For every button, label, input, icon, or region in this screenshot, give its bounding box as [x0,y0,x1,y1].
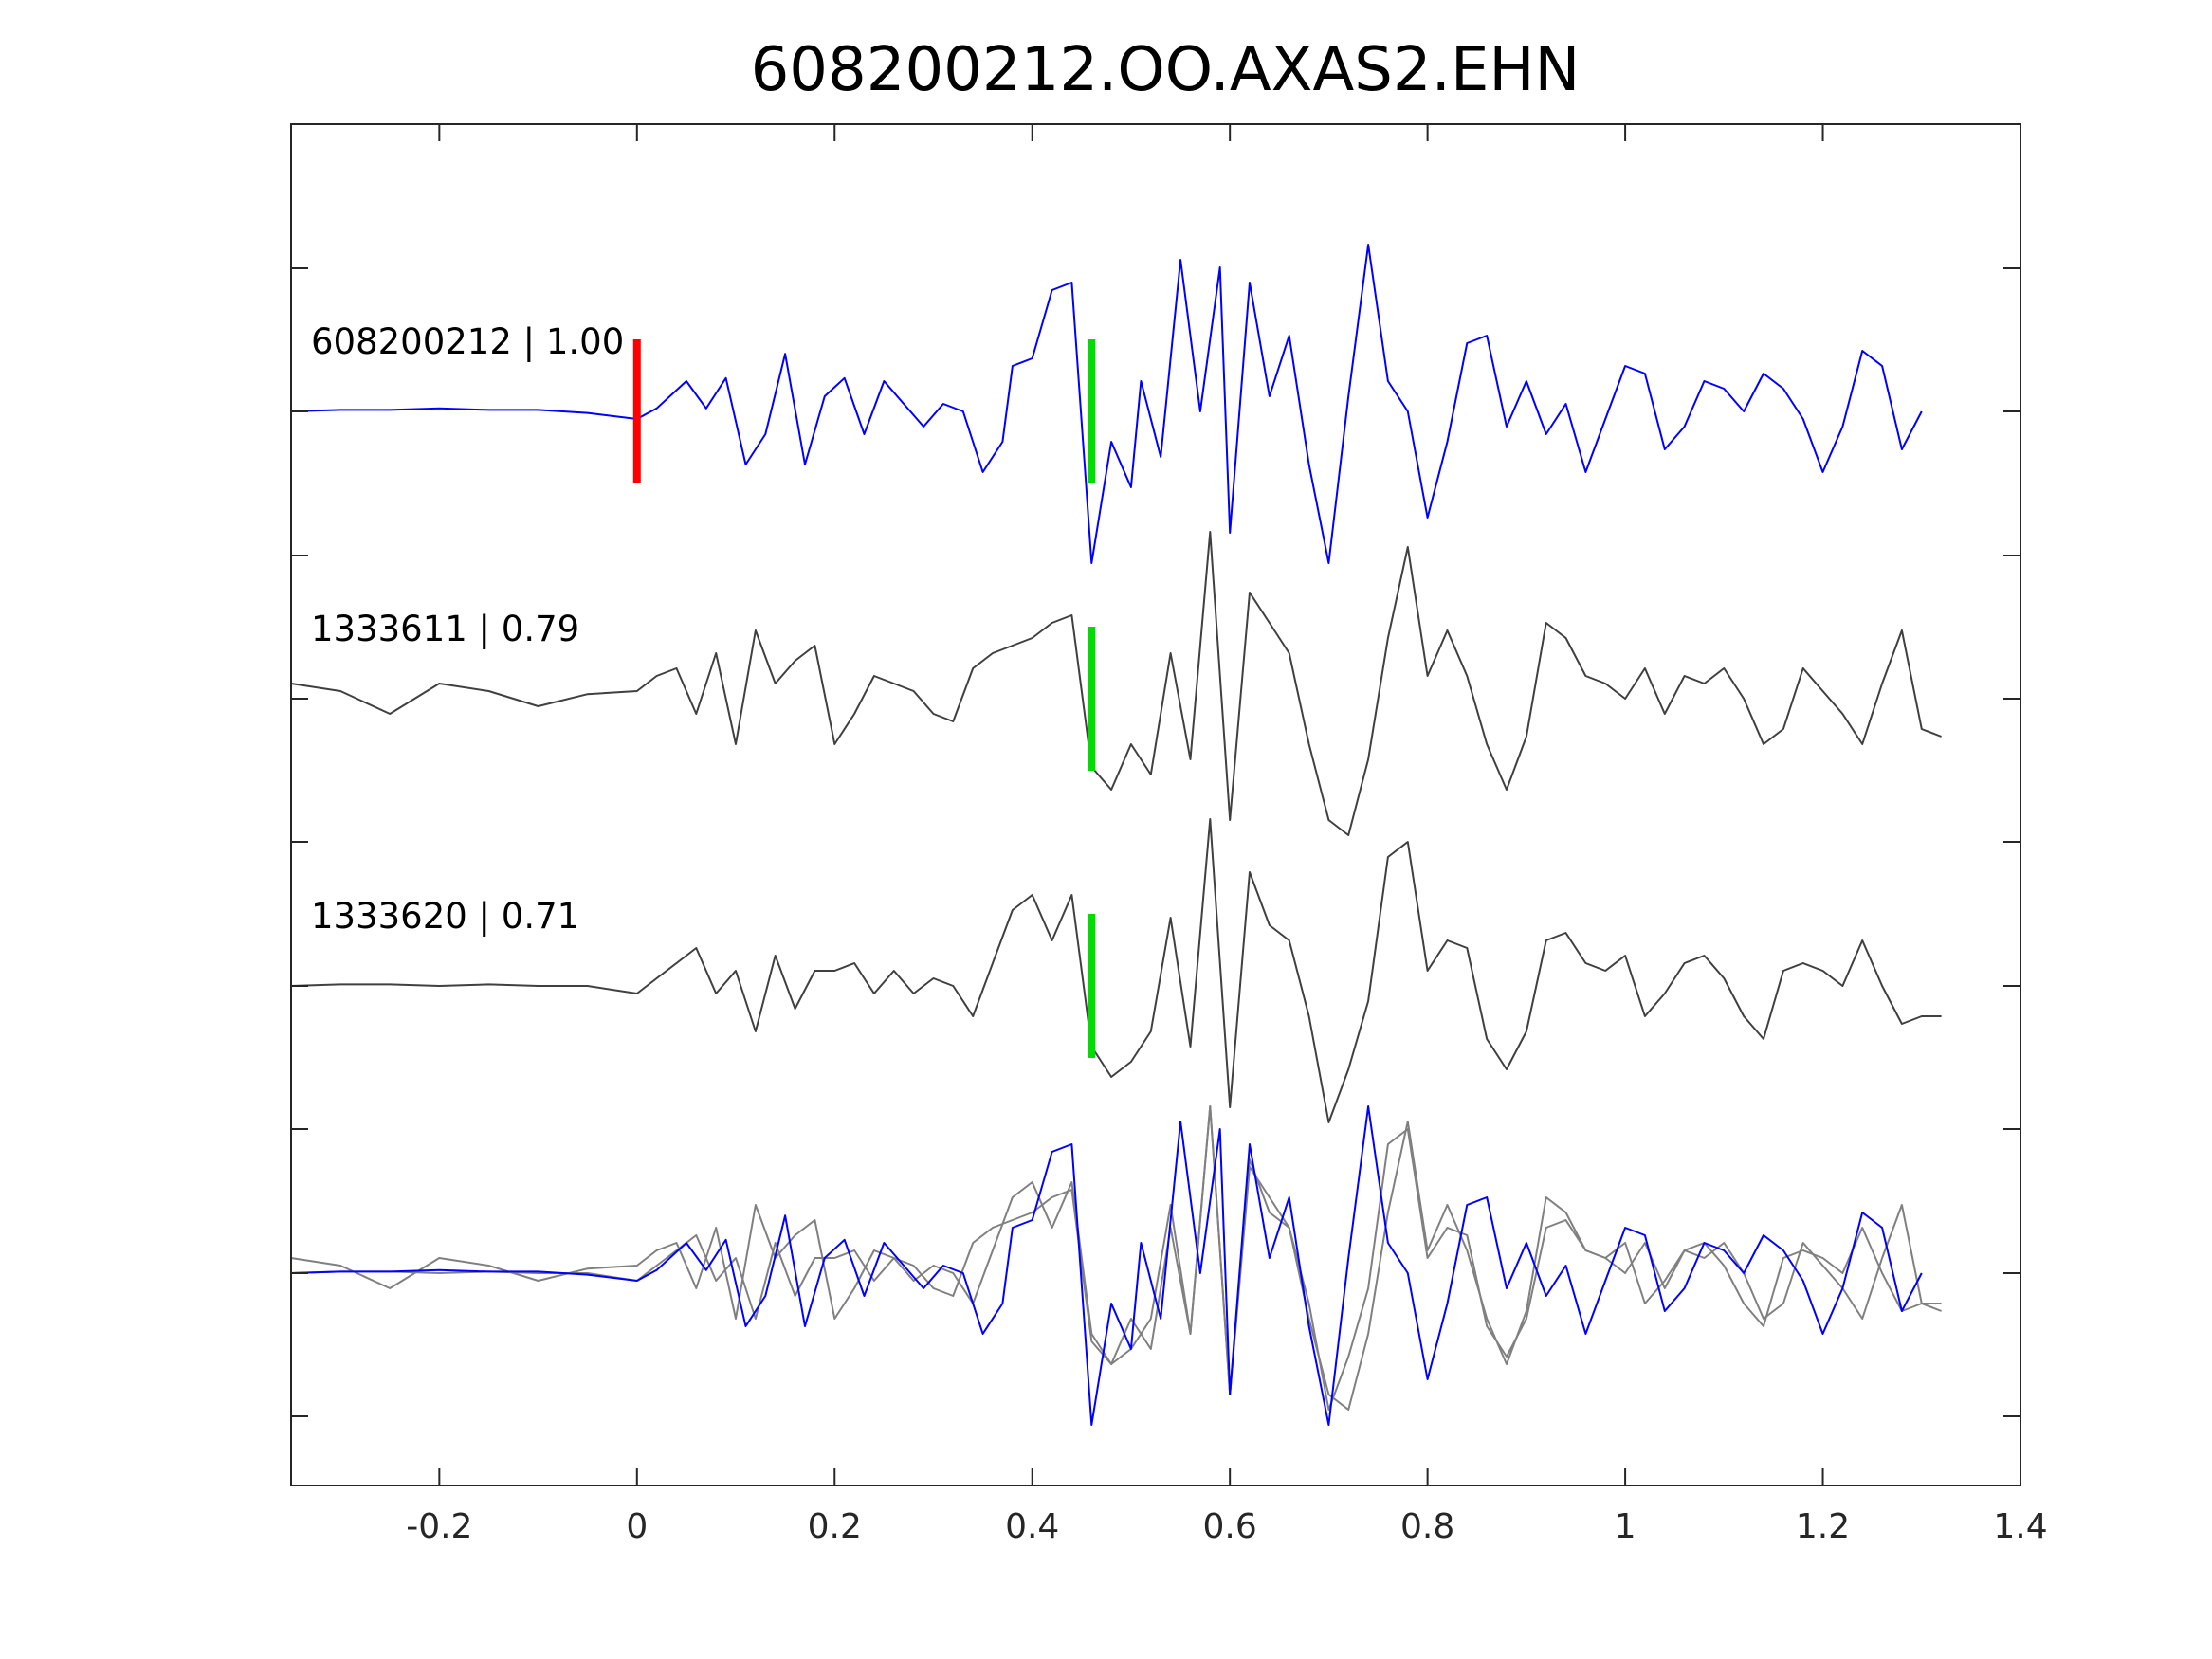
trace-labels: 608200212 | 1.00 1333611 | 0.79 1333620 | … [311,321,624,937]
overlay-template-line-2 [290,1105,1942,1411]
trace-group [290,244,1942,1426]
trace-label: 608200212 | 1.00 [311,321,624,362]
trace-line-2 [290,531,1942,836]
x-tick-labels: -0.2 0 0.2 0.4 0.6 0.8 1 1.2 1.4 [406,1507,2047,1546]
x-tick-label: 1 [1615,1507,1636,1546]
x-tick-label: 0.4 [1005,1507,1059,1546]
x-tick-label: 1.4 [1993,1507,2047,1546]
trace-label: 1333611 | 0.79 [311,609,579,649]
x-tick-label: -0.2 [406,1507,472,1546]
trace-label: 1333620 | 0.71 [311,896,579,937]
trace-line-1 [290,244,1923,564]
trace-line-3 [290,818,1942,1123]
overlay-template-line-1 [290,1105,1942,1411]
plot-axes-box [290,123,2021,1486]
overlay-master-line [290,1105,1923,1426]
x-tick-label: 1.2 [1796,1507,1850,1546]
x-tick-label: 0.8 [1400,1507,1454,1546]
axis-ticks [291,124,2021,1486]
x-tick-label: 0.6 [1203,1507,1257,1546]
chart-title: 608200212.OO.AXAS2.EHN [751,35,1581,105]
x-tick-label: 0 [626,1507,648,1546]
phase-picks [632,339,1096,1058]
x-tick-label: 0.2 [808,1507,862,1546]
